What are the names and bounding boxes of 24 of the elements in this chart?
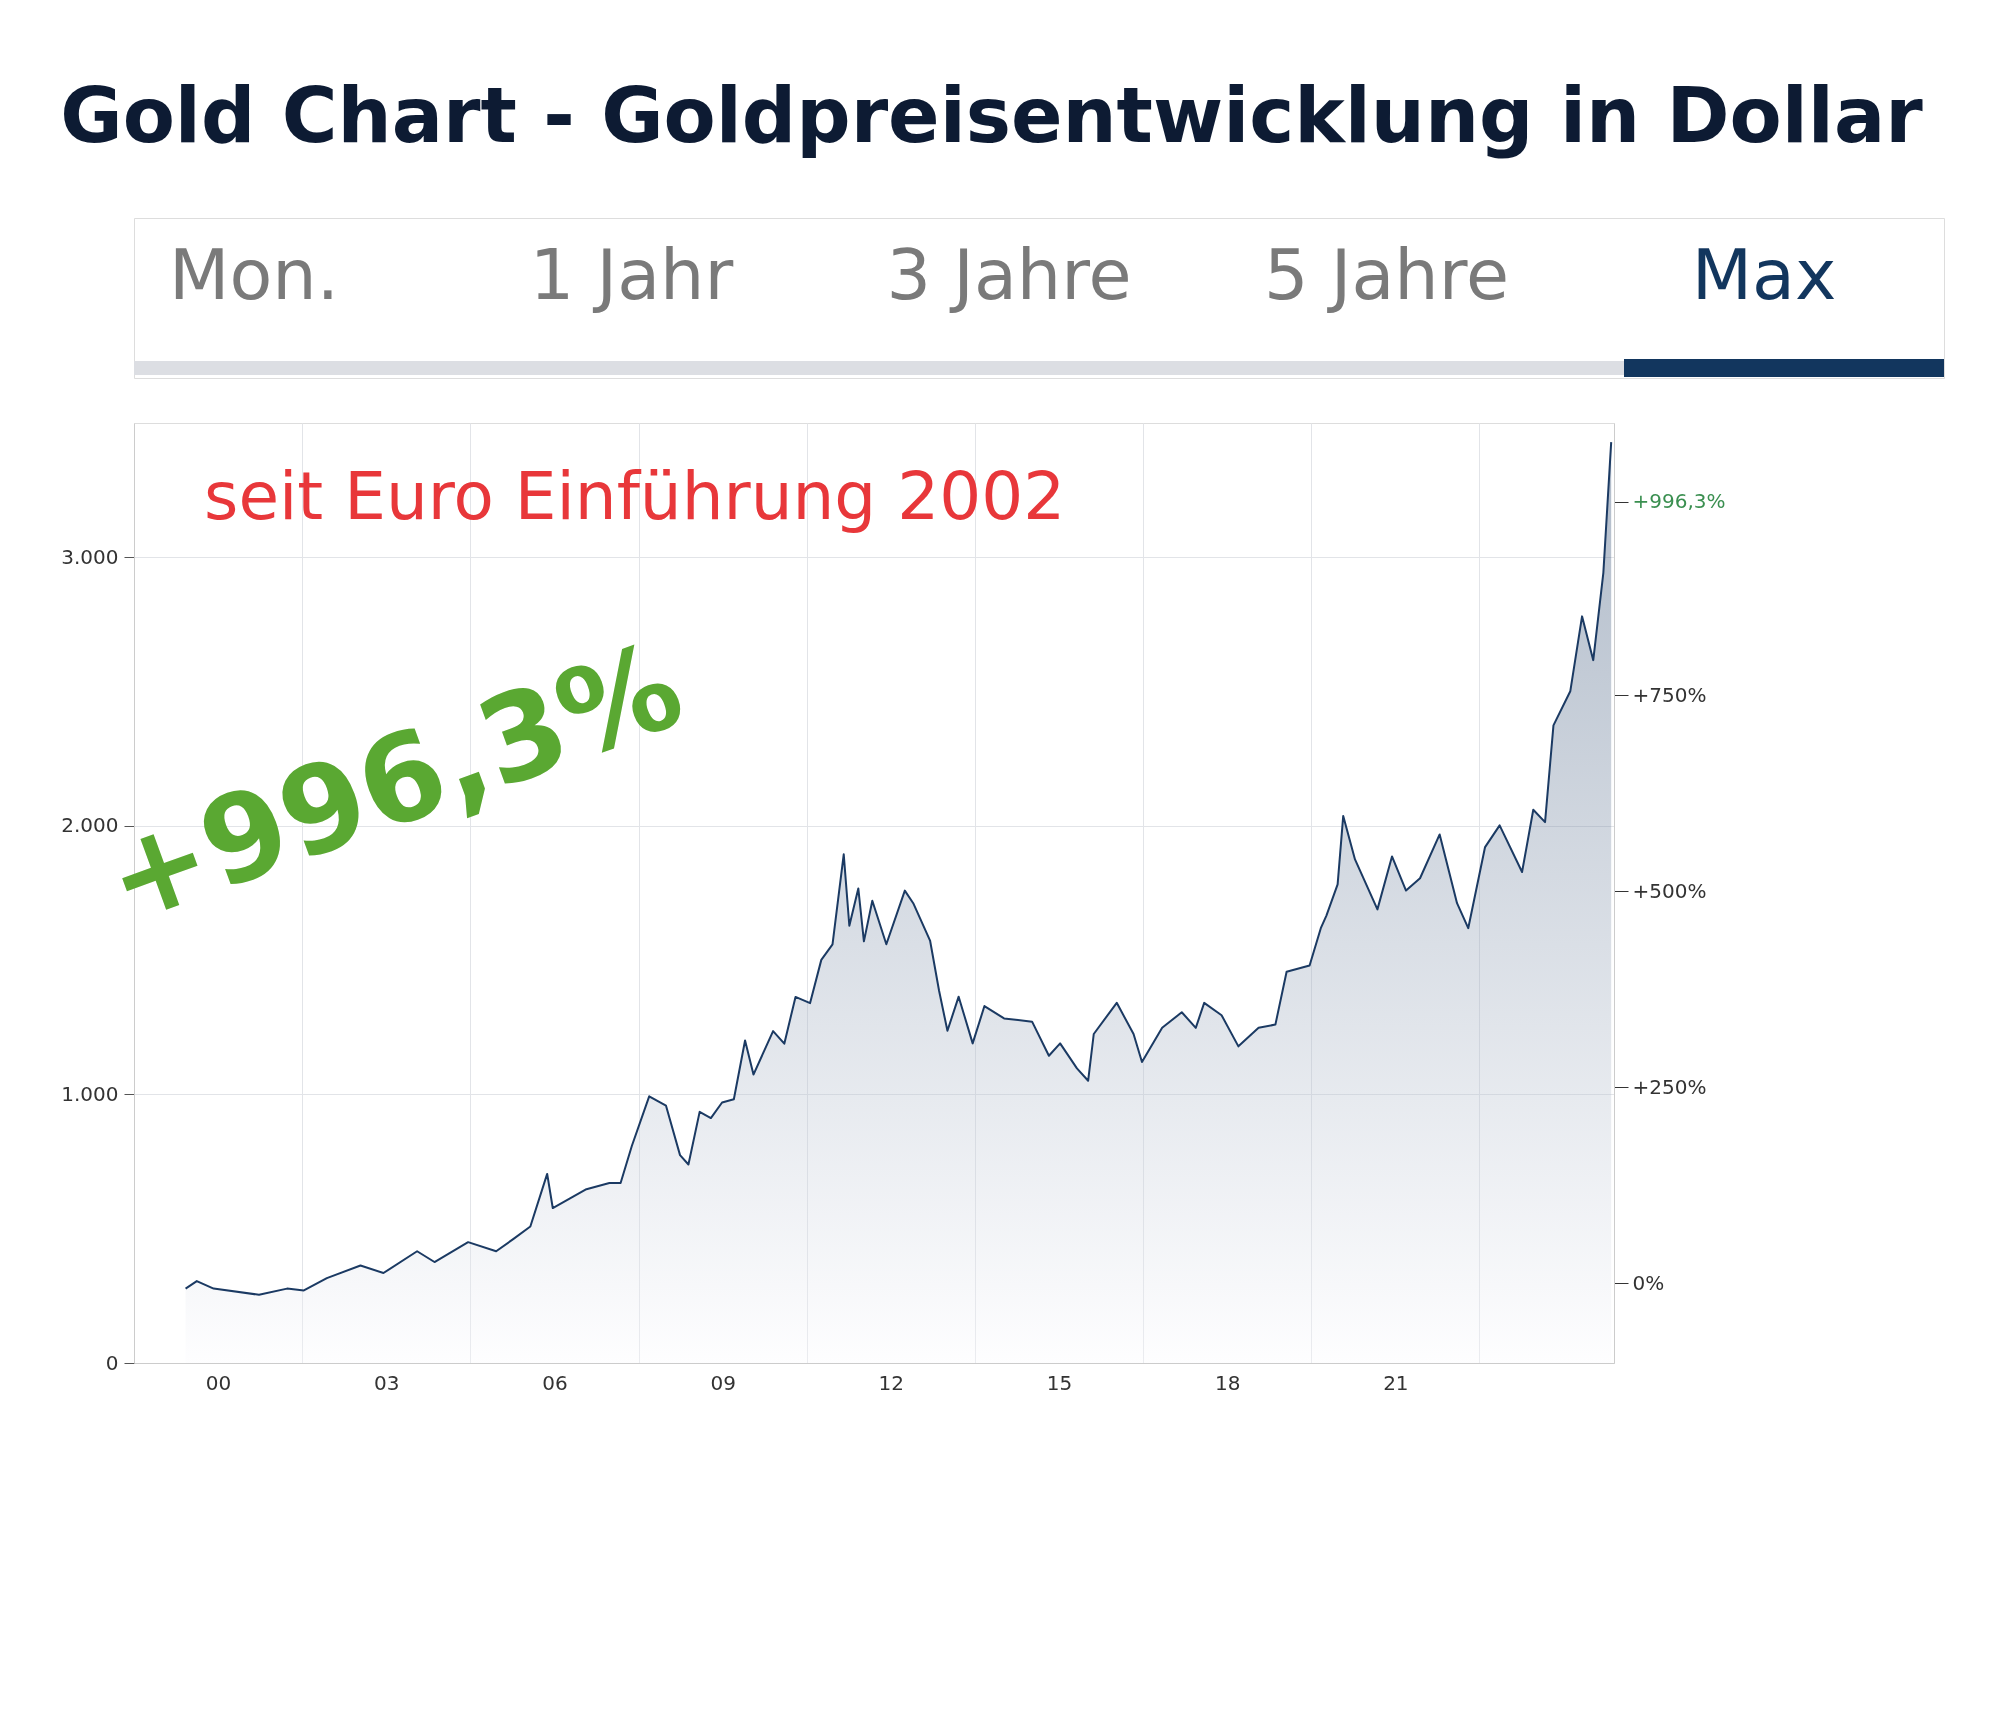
text: 3 Jahre (886, 234, 1132, 316)
text: 1 Jahr (529, 234, 734, 316)
y-tick-label: 2.000 (61, 813, 119, 838)
y-tick-label: 0 (105, 1350, 119, 1375)
x-tick-label: 21 (1383, 1370, 1409, 1395)
x-tick-label: 15 (1046, 1370, 1073, 1395)
x-tick-label: 03 (374, 1370, 400, 1395)
text: 5 Jahre (1264, 234, 1509, 316)
x-tick-label: 06 (542, 1370, 568, 1395)
y2-tick-label: +250% (1632, 1074, 1707, 1099)
y2-tick-label: +996,3% (1632, 489, 1726, 514)
chart-title: Gold Chart - Goldpreisentwicklung in Dollar (60, 70, 1924, 160)
x-tick-label: 18 (1214, 1370, 1241, 1395)
text: Max (1691, 234, 1837, 316)
y-tick-label: 1.000 (61, 1081, 119, 1106)
y2-tick-label: +500% (1632, 878, 1707, 903)
y-tick-label: 3.000 (61, 544, 119, 569)
x-tick-label: 12 (878, 1370, 905, 1395)
y2-tick-label: +750% (1632, 682, 1707, 707)
x-tick-label: 00 (205, 1370, 232, 1395)
x-tick-label: 09 (710, 1370, 736, 1395)
y2-tick-label: 0% (1632, 1270, 1665, 1295)
text: Mon. (169, 234, 339, 316)
annotation: seit Euro Einführung 2002 (204, 458, 1066, 535)
